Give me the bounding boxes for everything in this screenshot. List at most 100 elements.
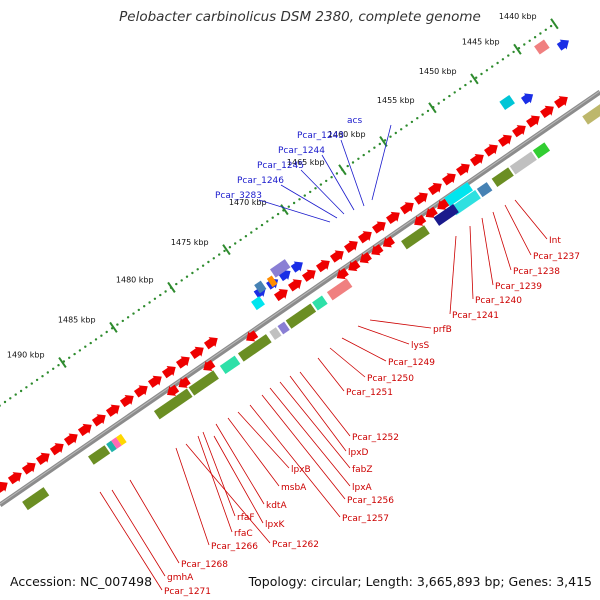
forward-gene-arrow-shape xyxy=(512,125,526,138)
reverse-gene-arrow-shape xyxy=(371,244,384,256)
forward-gene-arrow-shape xyxy=(428,182,442,196)
tick-label: 1460 kbp xyxy=(328,130,366,139)
forward-gene-arrow xyxy=(287,279,302,292)
tick-dot xyxy=(335,172,339,175)
reverse-gene-arrow-shape xyxy=(382,236,395,248)
tick-dot xyxy=(19,389,23,393)
tick-label: 1490 kbp xyxy=(7,351,45,360)
reverse-gene-block-shape xyxy=(476,182,493,198)
reverse-gene-block-shape xyxy=(491,167,514,187)
forward-gene-arrow xyxy=(161,366,176,379)
leader-line xyxy=(449,235,457,315)
reverse-gene-arrow xyxy=(425,206,438,218)
tick-dot xyxy=(475,76,478,79)
cyan-gene-block-shape xyxy=(499,94,515,110)
forward-gene-arrow xyxy=(77,423,92,437)
navy-gene-block xyxy=(433,203,459,226)
reverse-gene-arrow xyxy=(348,260,361,272)
tick-mark xyxy=(513,43,522,55)
forward-gene-arrow xyxy=(119,394,134,408)
tick-dot xyxy=(159,293,162,297)
tick-dot xyxy=(185,275,189,278)
blue-gene-arrow xyxy=(290,261,303,273)
tick-dot xyxy=(255,227,258,230)
cyan-gene-block-shape xyxy=(251,296,265,311)
tick-dot xyxy=(394,131,397,135)
leader-line xyxy=(469,225,474,300)
tick-dot xyxy=(116,323,119,326)
tick-dot xyxy=(469,80,472,83)
forward-gene-arrow xyxy=(91,414,106,427)
forward-gene-arrow xyxy=(526,115,540,128)
forward-gene-arrow-shape xyxy=(484,144,498,157)
forward-gene-arrow xyxy=(498,134,512,147)
cyan-gene-block xyxy=(251,296,265,311)
reverse-gene-arrow xyxy=(371,244,384,256)
forward-gene-arrow-shape xyxy=(133,385,148,398)
tick-label: 1450 kbp xyxy=(419,67,457,76)
tick-mark xyxy=(58,356,67,368)
tick-label: 1480 kbp xyxy=(116,276,154,285)
forward-gene-arrow-shape xyxy=(357,231,372,244)
tick-dot xyxy=(121,319,125,323)
pink-gene-block xyxy=(534,39,550,55)
tick-dot xyxy=(57,364,60,367)
forward-gene-arrow-shape xyxy=(91,414,106,427)
forward-gene-arrow-shape xyxy=(301,269,316,282)
gene-label-rfaC: rfaC xyxy=(234,529,253,539)
backbone xyxy=(0,89,600,508)
tick-dot xyxy=(496,61,499,65)
navy-gene-block-shape xyxy=(433,203,459,226)
backbone-highlight xyxy=(0,90,600,505)
forward-gene-arrow-shape xyxy=(315,260,330,273)
blue-gene-arrow-shape xyxy=(556,39,569,51)
reverse-gene-arrow xyxy=(382,236,395,248)
tick-dot xyxy=(539,32,542,35)
reverse-gene-arrow-shape xyxy=(414,214,427,226)
tick-dot xyxy=(533,36,537,39)
reverse-gene-arrow-shape xyxy=(348,260,361,272)
gene-label-Pcar_1252: Pcar_1252 xyxy=(352,433,399,443)
forward-gene-arrow xyxy=(0,481,8,494)
tick-dot xyxy=(303,194,306,197)
reverse-gene-block xyxy=(326,278,353,301)
forward-gene-arrow xyxy=(343,240,358,253)
blue-gene-arrow-shape xyxy=(520,93,534,105)
forward-gene-arrow-shape xyxy=(175,356,190,369)
tick-dot xyxy=(362,153,365,157)
tick-dot xyxy=(448,94,451,98)
tick-dot xyxy=(410,120,414,124)
pink-gene-block-shape xyxy=(534,39,550,55)
tick-dot xyxy=(30,382,33,385)
tick-dot xyxy=(266,220,269,223)
tick-dot xyxy=(383,139,387,142)
tick-dot xyxy=(260,223,264,227)
tick-dot xyxy=(549,24,553,28)
gene-label-Pcar_1240: Pcar_1240 xyxy=(475,296,522,306)
tick-label: 1440 kbp xyxy=(499,12,537,21)
reverse-gene-block-shape xyxy=(116,433,127,446)
reverse-gene-block-shape xyxy=(88,445,111,465)
reverse-gene-arrow-shape xyxy=(246,330,259,342)
tick-dot xyxy=(501,58,505,61)
tick-dot xyxy=(137,308,140,312)
gene-label-rfaF: rfaF xyxy=(237,513,255,523)
orange-gene-block xyxy=(266,275,278,288)
gene-label-lysS: lysS xyxy=(411,341,430,351)
leader-line xyxy=(340,139,365,207)
forward-gene-arrow xyxy=(456,163,470,176)
gene-label-Pcar_1243: Pcar_1243 xyxy=(297,131,344,141)
tick-dot xyxy=(132,312,135,315)
reverse-gene-arrow xyxy=(437,198,450,210)
leader-line xyxy=(289,375,347,452)
gene-tracks xyxy=(0,39,600,511)
gene-label-Pcar_1251: Pcar_1251 xyxy=(346,388,393,398)
tick-dot xyxy=(196,268,199,271)
tick-dot xyxy=(373,146,376,149)
leader-line xyxy=(317,357,345,392)
tick-dot xyxy=(367,150,371,153)
gene-label-prfB: prfB xyxy=(433,325,452,335)
reverse-gene-block-shape xyxy=(219,355,241,375)
tick-dot xyxy=(378,142,381,146)
gene-label-Pcar_1246: Pcar_1246 xyxy=(237,176,284,186)
